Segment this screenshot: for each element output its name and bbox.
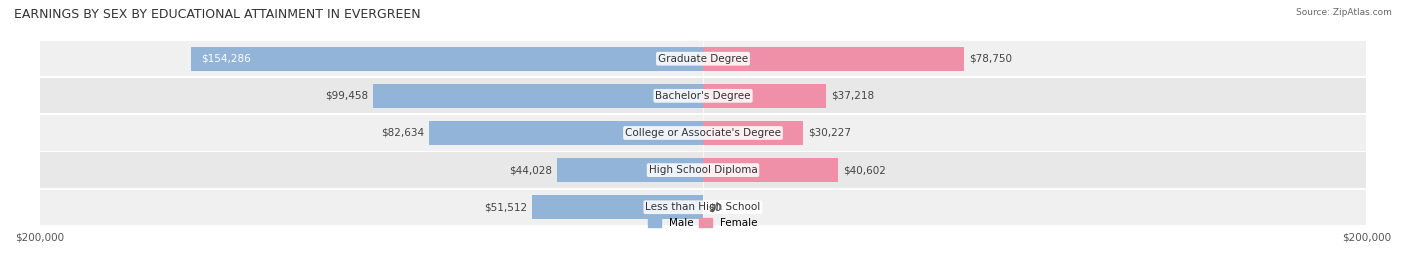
- Bar: [39, 78, 1367, 113]
- Bar: [703, 158, 838, 182]
- Text: $78,750: $78,750: [969, 54, 1012, 64]
- Text: $99,458: $99,458: [325, 91, 368, 101]
- Text: $37,218: $37,218: [831, 91, 875, 101]
- Bar: [703, 121, 803, 145]
- Text: $82,634: $82,634: [381, 128, 425, 138]
- Bar: [39, 189, 1367, 225]
- Bar: [429, 121, 703, 145]
- Bar: [39, 41, 1367, 76]
- Text: $154,286: $154,286: [201, 54, 250, 64]
- Text: Bachelor's Degree: Bachelor's Degree: [655, 91, 751, 101]
- Bar: [39, 115, 1367, 151]
- Bar: [373, 84, 703, 108]
- Bar: [39, 152, 1367, 188]
- Text: $40,602: $40,602: [842, 165, 886, 175]
- Bar: [703, 47, 965, 71]
- Bar: [531, 195, 703, 219]
- Text: High School Diploma: High School Diploma: [648, 165, 758, 175]
- Text: EARNINGS BY SEX BY EDUCATIONAL ATTAINMENT IN EVERGREEN: EARNINGS BY SEX BY EDUCATIONAL ATTAINMEN…: [14, 8, 420, 21]
- Text: Source: ZipAtlas.com: Source: ZipAtlas.com: [1296, 8, 1392, 17]
- Text: $44,028: $44,028: [509, 165, 553, 175]
- Text: $0: $0: [709, 202, 721, 212]
- Text: $30,227: $30,227: [808, 128, 851, 138]
- Text: Less than High School: Less than High School: [645, 202, 761, 212]
- Text: Graduate Degree: Graduate Degree: [658, 54, 748, 64]
- Bar: [557, 158, 703, 182]
- Legend: Male, Female: Male, Female: [648, 218, 758, 228]
- Bar: [703, 84, 827, 108]
- Text: $51,512: $51,512: [484, 202, 527, 212]
- Bar: [191, 47, 703, 71]
- Text: College or Associate's Degree: College or Associate's Degree: [626, 128, 780, 138]
